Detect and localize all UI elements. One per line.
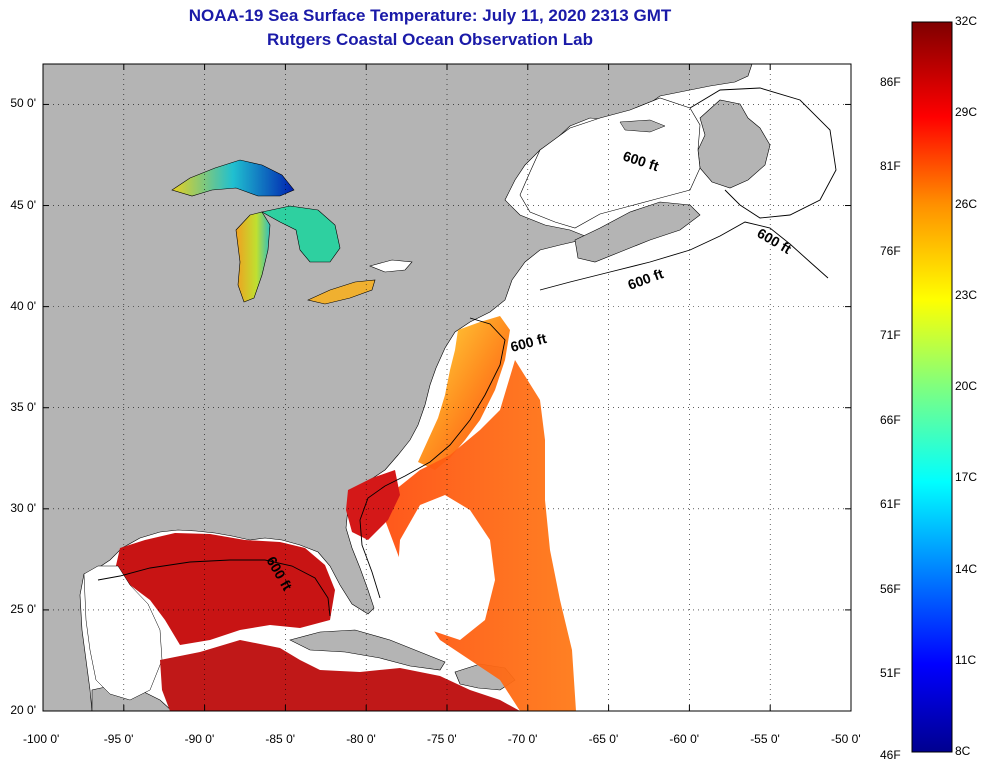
colorbar-fahrenheit-label: 66F xyxy=(880,412,901,427)
lon-tick-label: -50 0' xyxy=(831,732,861,746)
colorbar-fahrenheit-label: 76F xyxy=(880,243,901,258)
cloud-mask-atlantic xyxy=(398,495,495,640)
lon-tick-label: -100 0' xyxy=(23,732,60,746)
colorbar-celsius-label: 29C xyxy=(955,105,978,120)
sst-shelf-band xyxy=(418,316,510,470)
sst-caribbean xyxy=(160,640,520,711)
lon-tick-label: -60 0' xyxy=(669,732,700,746)
cloud-mask-gulf-west xyxy=(83,565,163,701)
colorbar-fahrenheit-label: 51F xyxy=(880,666,901,681)
lat-tick-label: 50 0' xyxy=(10,96,36,111)
lon-tick-label: -85 0' xyxy=(265,732,296,746)
lake-michigan xyxy=(235,211,271,303)
colorbar-fahrenheit-label: 71F xyxy=(880,328,901,343)
lake-huron xyxy=(261,205,341,263)
contour-600ft-gulf xyxy=(97,559,331,617)
lon-tick-label: -80 0' xyxy=(346,732,376,746)
lon-tick-label: -75 0' xyxy=(427,732,457,746)
colorbar-fahrenheit-label: 56F xyxy=(880,581,901,596)
colorbar-fahrenheit-label: 46F xyxy=(880,748,901,762)
lat-tick-label: 25 0' xyxy=(10,601,36,616)
colorbar xyxy=(911,21,953,753)
colorbar-celsius-label: 20C xyxy=(955,379,978,393)
map-title: NOAA-19 Sea Surface Temperature: July 11… xyxy=(188,6,672,25)
colorbar-celsius-label: 17C xyxy=(955,470,978,485)
land-anticosti xyxy=(619,119,666,133)
lat-tick-label: 35 0' xyxy=(10,399,36,414)
axis-ticks xyxy=(42,64,852,712)
colorbar-fahrenheit-label: 86F xyxy=(880,74,901,89)
colorbar-celsius-label: 26C xyxy=(955,196,978,211)
colorbar-celsius-label: 11C xyxy=(955,652,977,667)
sst-gulf-of-mexico xyxy=(115,533,335,645)
lon-tick-label: -55 0' xyxy=(750,732,780,746)
colorbar-celsius-label: 23C xyxy=(955,287,978,302)
land-nova-scotia xyxy=(574,201,701,263)
lat-tick-label: 40 0' xyxy=(10,298,36,313)
sst-southeast-coast xyxy=(346,470,400,540)
lon-tick-label: -70 0' xyxy=(507,732,538,746)
contour-600ft-nova-scotia xyxy=(539,221,829,291)
map-subtitle: Rutgers Coastal Ocean Observation Lab xyxy=(267,30,593,49)
colorbar-celsius-label: 8C xyxy=(955,744,971,758)
lake-ontario xyxy=(369,259,413,273)
lon-tick-label: -95 0' xyxy=(103,732,134,746)
contour-600ft-atlantic xyxy=(359,317,506,599)
lat-tick-label: 20 0' xyxy=(10,703,36,717)
land-cuba xyxy=(289,629,446,671)
lat-tick-label: 45 0' xyxy=(10,197,36,212)
colorbar-fahrenheit-label: 61F xyxy=(880,497,901,512)
lake-erie xyxy=(307,279,376,305)
gulf-st-lawrence xyxy=(519,97,701,229)
colorbar-celsius-label: 32C xyxy=(955,14,978,28)
lon-tick-label: -65 0' xyxy=(588,732,619,746)
colorbar-fahrenheit-label: 81F xyxy=(880,159,901,174)
lat-tick-label: 30 0' xyxy=(10,500,36,515)
lake-superior xyxy=(171,159,295,197)
colorbar-celsius-label: 14C xyxy=(955,561,978,576)
contour-600ft-grand-banks xyxy=(689,87,837,219)
lon-tick-label: -90 0' xyxy=(184,732,215,746)
